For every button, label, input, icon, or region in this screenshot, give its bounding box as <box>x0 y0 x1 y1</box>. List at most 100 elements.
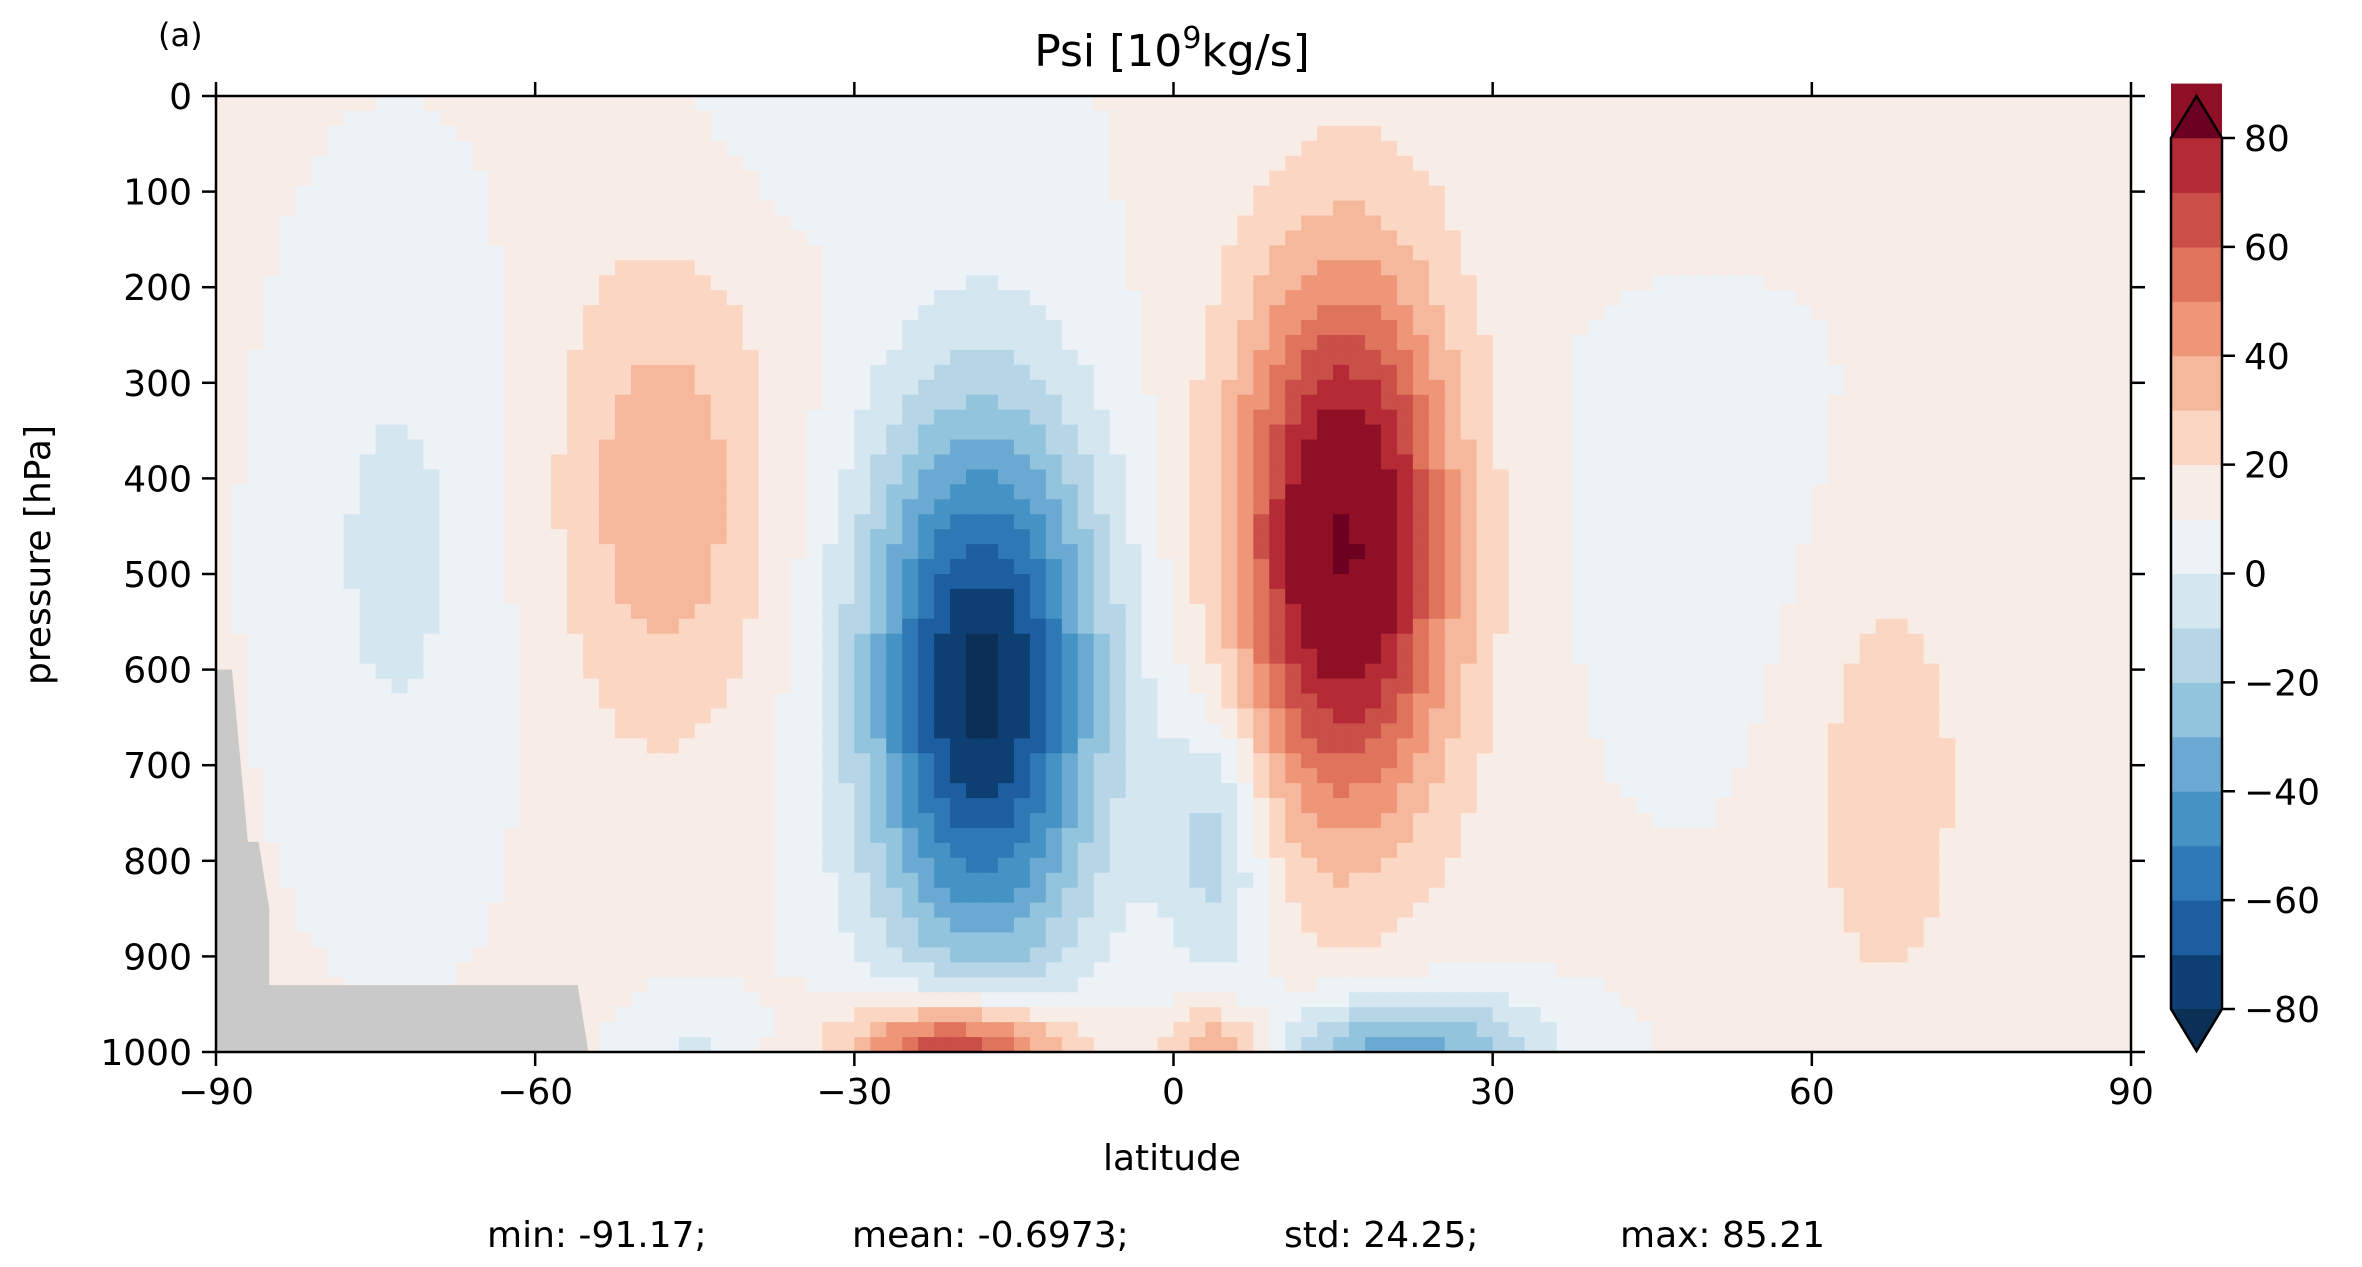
field-cell <box>471 364 488 381</box>
field-cell <box>1939 170 1957 187</box>
field-cell <box>1349 633 1366 650</box>
field-cell <box>902 663 919 680</box>
field-cell <box>918 170 935 187</box>
field-cell <box>1652 693 1669 710</box>
field-cell <box>391 529 409 545</box>
field-cell <box>1859 335 1877 351</box>
field-cell <box>1843 185 1861 202</box>
field-cell <box>678 469 696 485</box>
field-cell <box>982 678 999 695</box>
field-cell <box>1412 439 1430 456</box>
field-cell <box>1556 454 1574 471</box>
field-cell <box>1476 245 1494 261</box>
field-cell <box>1349 230 1366 246</box>
field-cell <box>407 499 425 515</box>
field-cell <box>1141 275 1159 291</box>
field-cell <box>503 574 520 590</box>
field-cell <box>1173 633 1191 650</box>
field-cell <box>1301 514 1318 530</box>
field-cell <box>1061 529 1079 545</box>
field-cell <box>1365 514 1382 530</box>
field-cell <box>1061 335 1079 351</box>
field-cell <box>455 648 472 665</box>
field-cell <box>2067 514 2084 530</box>
field-cell <box>1716 678 1733 695</box>
field-cell <box>1636 514 1653 530</box>
field-cell <box>1285 379 1302 396</box>
field-cell <box>1045 708 1063 724</box>
field-cell <box>726 320 744 336</box>
field-cell <box>519 514 536 530</box>
field-cell <box>1492 544 1510 560</box>
field-cell <box>503 559 520 575</box>
field-cell <box>806 290 824 306</box>
field-cell <box>263 514 281 530</box>
field-cell <box>1013 618 1031 635</box>
field-cell <box>359 454 377 471</box>
field-cell <box>950 499 967 515</box>
field-cell <box>1748 290 1765 306</box>
field-cell <box>1061 603 1079 620</box>
field-cell <box>2035 469 2052 485</box>
field-cell <box>790 499 808 515</box>
field-cell <box>1684 663 1701 680</box>
field-cell <box>982 603 999 620</box>
field-cell <box>774 454 792 471</box>
field-cell <box>1923 140 1941 157</box>
field-cell <box>1189 320 1207 336</box>
field-cell <box>423 275 441 291</box>
field-cell <box>870 170 887 187</box>
field-cell <box>1301 409 1318 426</box>
field-cell <box>2051 394 2068 411</box>
field-cell <box>343 424 361 441</box>
field-cell <box>551 663 568 680</box>
field-cell <box>822 469 839 485</box>
field-cell <box>630 215 648 232</box>
field-cell <box>1476 574 1494 590</box>
field-cell <box>375 110 393 127</box>
field-cell <box>902 185 919 202</box>
field-cell <box>567 574 584 590</box>
field-cell <box>870 439 887 456</box>
field-cell <box>1157 499 1175 515</box>
field-cell <box>1173 125 1191 142</box>
field-cell <box>471 290 488 306</box>
field-cell <box>630 663 648 680</box>
field-cell <box>1827 424 1845 441</box>
field-cell <box>1779 215 1797 232</box>
field-cell <box>1875 230 1893 246</box>
field-cell <box>1013 110 1031 127</box>
field-cell <box>1492 529 1510 545</box>
field-cell <box>2051 335 2068 351</box>
field-cell <box>1588 499 1605 515</box>
field-cell <box>694 603 712 620</box>
field-cell <box>1508 424 1526 441</box>
field-cell <box>551 364 568 381</box>
field-cell <box>423 633 441 650</box>
field-cell <box>1588 140 1605 157</box>
field-cell <box>710 663 728 680</box>
field-cell <box>1365 245 1382 261</box>
field-cell <box>806 529 824 545</box>
field-cell <box>1492 364 1510 381</box>
field-cell <box>583 305 600 321</box>
field-cell <box>2019 499 2036 515</box>
field-cell <box>1620 409 1637 426</box>
field-cell <box>1237 618 1254 635</box>
field-cell <box>2019 409 2036 426</box>
field-cell <box>870 603 887 620</box>
field-cell <box>327 409 345 426</box>
field-cell <box>263 275 281 291</box>
field-cell <box>2115 693 2131 710</box>
field-cell <box>630 320 648 336</box>
field-cell <box>886 678 903 695</box>
field-cell <box>806 469 824 485</box>
field-cell <box>1684 215 1701 232</box>
field-cell <box>1380 140 1398 157</box>
field-cell <box>359 96 377 112</box>
field-cell <box>1684 559 1701 575</box>
field-cell <box>2099 514 2116 530</box>
field-cell <box>1189 439 1207 456</box>
field-cell <box>1109 125 1127 142</box>
field-cell <box>1396 663 1414 680</box>
